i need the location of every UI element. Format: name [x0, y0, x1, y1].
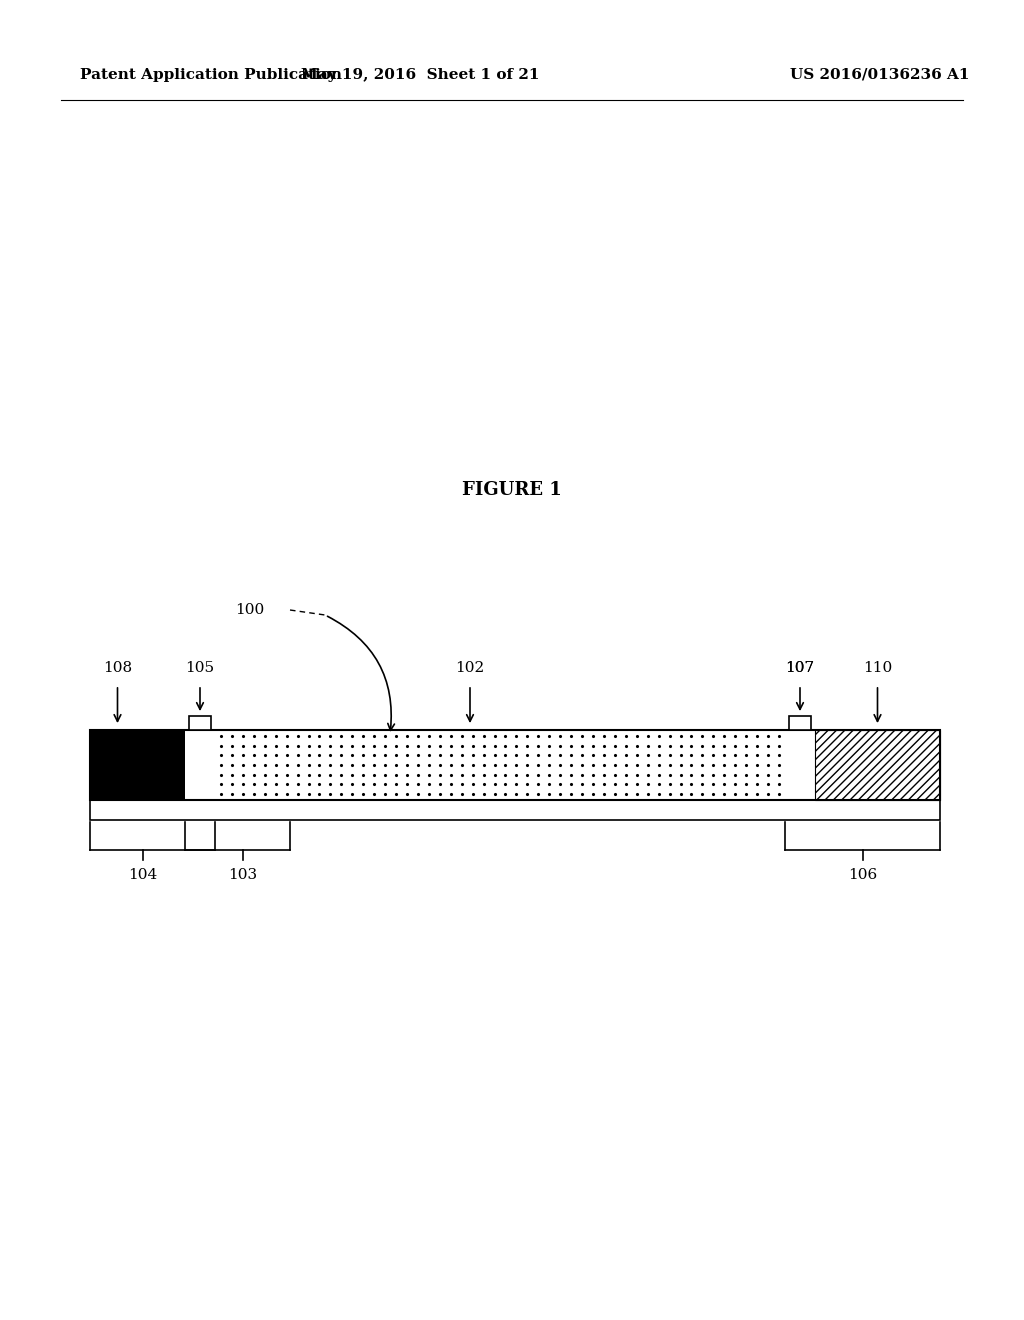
Text: 108: 108 — [103, 661, 132, 675]
Text: 110: 110 — [863, 661, 892, 675]
Text: US 2016/0136236 A1: US 2016/0136236 A1 — [790, 69, 970, 82]
Bar — [815, 730, 940, 800]
Text: 103: 103 — [228, 869, 257, 882]
Text: 100: 100 — [234, 603, 264, 616]
Text: 105: 105 — [185, 661, 215, 675]
Text: 106: 106 — [848, 869, 878, 882]
Text: 102: 102 — [456, 661, 484, 675]
Bar — [189, 715, 211, 730]
Text: May 19, 2016  Sheet 1 of 21: May 19, 2016 Sheet 1 of 21 — [301, 69, 540, 82]
Bar — [215, 730, 785, 800]
Text: 107: 107 — [785, 661, 814, 675]
Bar — [785, 730, 815, 800]
Text: FIGURE 1: FIGURE 1 — [462, 480, 562, 499]
Bar — [790, 715, 811, 730]
Bar — [90, 730, 185, 800]
Text: 107: 107 — [785, 661, 814, 675]
Text: 104: 104 — [128, 869, 157, 882]
Bar — [90, 730, 940, 800]
Text: Patent Application Publication: Patent Application Publication — [80, 69, 342, 82]
Bar — [90, 800, 940, 820]
FancyArrowPatch shape — [328, 616, 394, 730]
